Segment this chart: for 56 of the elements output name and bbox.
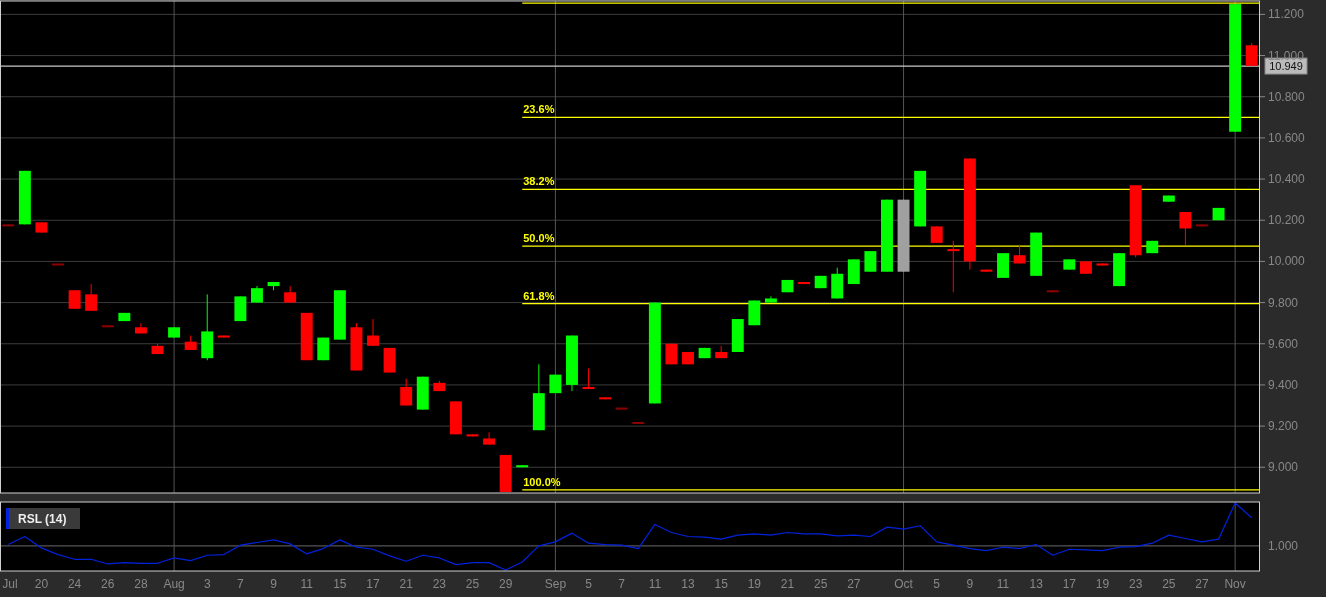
annotation: 61.8% — [523, 289, 555, 302]
x-tick-label: 9 — [270, 577, 278, 591]
x-tick-label: 13 — [681, 577, 696, 591]
x-tick-label: 17 — [1062, 577, 1077, 591]
x-tick-label: 19 — [1095, 577, 1110, 591]
annotation: 100.0% — [523, 475, 561, 488]
y-tick-label: 9.000 — [1268, 460, 1299, 475]
x-tick-label: 5 — [585, 577, 593, 591]
x-tick-label: 29 — [498, 577, 513, 591]
x-tick-label: Nov — [1224, 577, 1246, 591]
x-tick-label: 27 — [1195, 577, 1209, 591]
annotation: 38.2% — [523, 175, 555, 188]
ref-line-label: 10.949 — [1269, 60, 1303, 73]
x-tick-label: 11 — [300, 577, 314, 591]
x-tick-label: 11 — [648, 577, 662, 591]
x-tick-label: 13 — [1029, 577, 1044, 591]
x-tick-label: Sep — [544, 577, 567, 591]
x-tick-label: 20 — [34, 577, 49, 591]
x-tick-label: 23 — [432, 577, 447, 591]
y-tick-label: 10.600 — [1268, 130, 1306, 145]
y-tick-label: 9.600 — [1268, 336, 1299, 351]
x-tick-label: 7 — [618, 577, 626, 591]
x-tick-label: 21 — [399, 577, 414, 591]
x-tick-label: 15 — [333, 577, 347, 591]
x-tick-label: Jul — [2, 577, 18, 591]
x-tick-label: 19 — [747, 577, 762, 591]
y-tick-label: 10.800 — [1268, 89, 1306, 104]
y-tick-label: 11.200 — [1268, 7, 1305, 22]
x-tick-label: 25 — [465, 577, 480, 591]
x-tick-label: 25 — [1162, 577, 1176, 591]
y-tick-label: 10.000 — [1268, 254, 1306, 269]
x-tick-label: 5 — [933, 577, 941, 591]
x-tick-label: Oct — [894, 577, 914, 591]
x-tick-label: 23 — [1128, 577, 1143, 591]
x-tick-label: 7 — [237, 577, 245, 591]
x-tick-label: 15 — [714, 577, 729, 591]
x-tick-label: 26 — [101, 577, 115, 591]
y-tick-label: 9.800 — [1268, 295, 1299, 310]
x-tick-label: 28 — [134, 577, 148, 591]
y-tick-label: 9.200 — [1268, 419, 1299, 434]
legend-label: RSL (14) — [18, 512, 67, 526]
y-tick-label: 10.400 — [1268, 172, 1306, 187]
x-tick-label: 27 — [847, 577, 861, 591]
x-tick-label: 9 — [966, 577, 974, 591]
x-tick-label: 21 — [780, 577, 795, 591]
x-tick-label: 3 — [203, 577, 211, 591]
x-tick-label: 24 — [67, 577, 82, 591]
x-tick-label: 25 — [813, 577, 828, 591]
x-tick-label: Aug — [163, 577, 185, 591]
annotation: 50.0% — [523, 232, 555, 245]
text: 1.000 — [1268, 538, 1299, 553]
y-tick-label: 9.400 — [1268, 377, 1299, 392]
x-tick-label: 11 — [996, 577, 1010, 591]
annotation: 23.6% — [523, 103, 555, 116]
x-tick-label: 17 — [366, 577, 381, 591]
y-tick-label: 10.200 — [1268, 213, 1306, 228]
